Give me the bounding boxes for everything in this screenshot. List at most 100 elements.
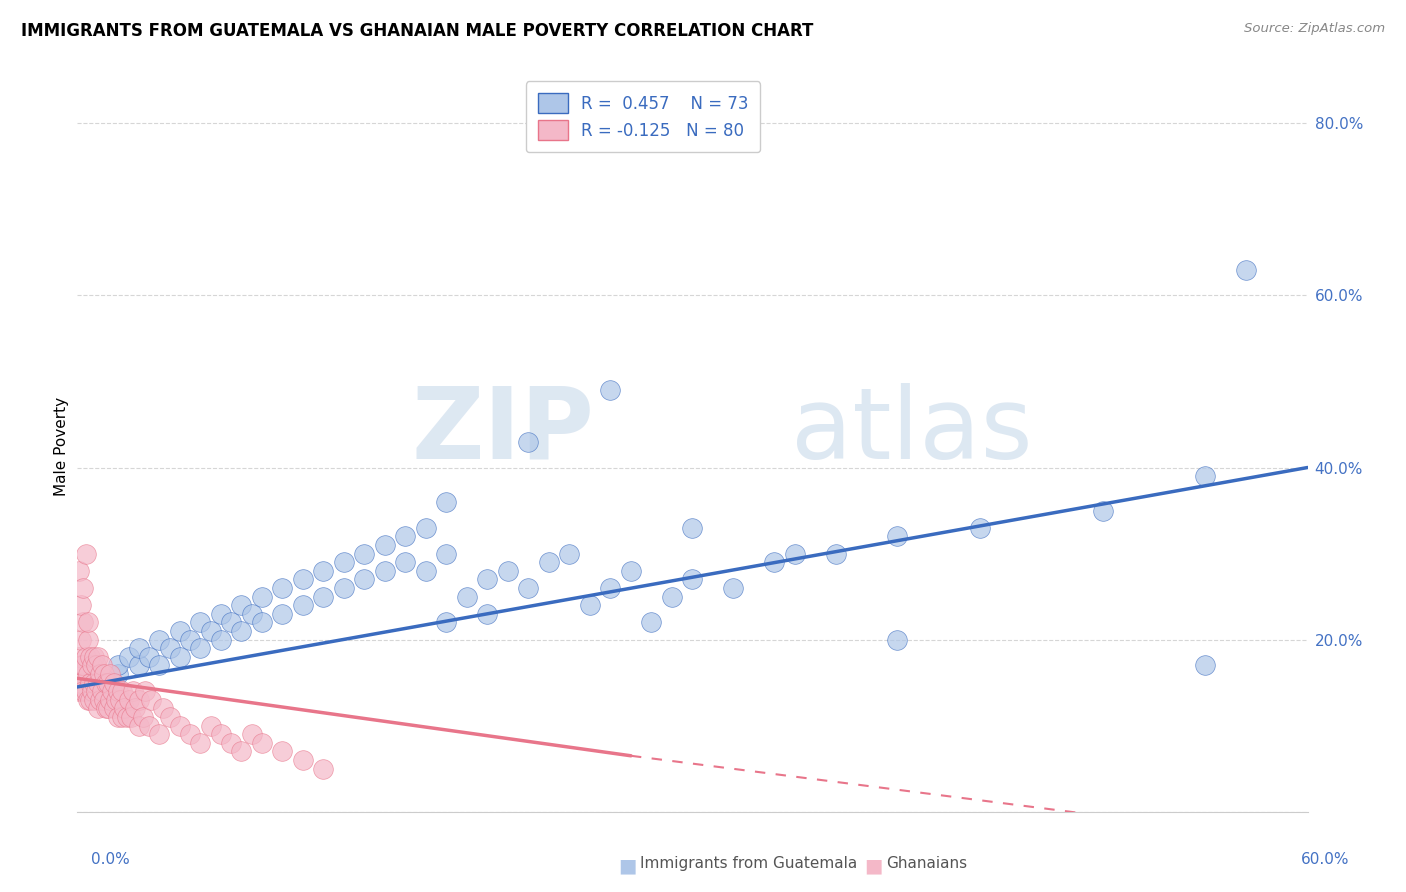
Point [682,573,704,587]
Point [75,649,97,664]
Point [90,658,114,673]
Point [219,615,242,630]
Point [101,684,124,698]
Point [75,547,97,561]
Point [117,693,139,707]
Point [94,675,117,690]
Point [128,693,150,707]
Point [250,590,273,604]
Point [209,632,232,647]
Point [415,521,437,535]
Point [98,693,121,707]
Point [124,701,146,715]
Point [436,495,458,509]
Point [682,521,704,535]
Point [138,719,160,733]
Point [231,744,253,758]
Point [84,684,107,698]
Point [70,632,93,647]
Point [67,667,90,681]
Point [128,641,150,656]
Point [169,719,191,733]
Point [374,564,396,578]
Point [83,675,105,690]
Point [394,555,416,569]
Legend: R =  0.457    N = 73, R = -0.125   N = 80: R = 0.457 N = 73, R = -0.125 N = 80 [526,81,761,152]
Point [134,684,156,698]
Point [353,573,375,587]
Point [72,684,94,698]
Point [333,581,356,595]
Point [75,684,97,698]
Point [231,598,253,612]
Point [517,581,540,595]
Point [79,675,101,690]
Point [169,624,191,638]
Point [456,590,478,604]
Point [138,649,160,664]
Text: ■: ■ [865,856,883,875]
Point [394,529,416,543]
Point [169,649,191,664]
Point [97,701,120,715]
Point [70,675,93,690]
Text: Immigrants from Guatemala: Immigrants from Guatemala [640,856,858,871]
Point [87,675,110,690]
Point [87,675,110,690]
Point [97,675,120,690]
Point [477,607,499,621]
Point [148,632,170,647]
Point [723,581,745,595]
Point [188,736,212,750]
Text: Ghanaians: Ghanaians [886,856,967,871]
Point [240,727,263,741]
Point [496,564,519,578]
Point [117,649,139,664]
Point [89,693,111,707]
Point [640,615,662,630]
Point [179,632,201,647]
Point [70,598,93,612]
Point [84,658,107,673]
Point [152,701,174,715]
Point [219,736,242,750]
Point [250,615,273,630]
Point [291,573,314,587]
Point [1194,658,1216,673]
Point [90,684,114,698]
Point [886,529,908,543]
Point [783,547,806,561]
Point [103,701,125,715]
Point [209,607,232,621]
Point [436,615,458,630]
Point [1194,469,1216,483]
Point [87,667,110,681]
Point [111,710,134,724]
Point [72,615,94,630]
Point [477,573,499,587]
Point [312,564,335,578]
Point [103,675,125,690]
Point [83,693,105,707]
Point [107,684,129,698]
Point [148,727,170,741]
Point [825,547,848,561]
Point [79,649,101,664]
Point [107,667,129,681]
Point [120,710,142,724]
Point [87,649,110,664]
Point [89,667,111,681]
Point [886,632,908,647]
Point [110,693,132,707]
Point [98,667,121,681]
Point [271,607,294,621]
Text: atlas: atlas [792,383,1032,480]
Point [76,693,98,707]
Point [83,649,105,664]
Point [620,564,643,578]
Point [121,684,143,698]
Point [333,555,356,569]
Point [115,710,138,724]
Point [72,581,94,595]
Text: ZIP: ZIP [411,383,595,480]
